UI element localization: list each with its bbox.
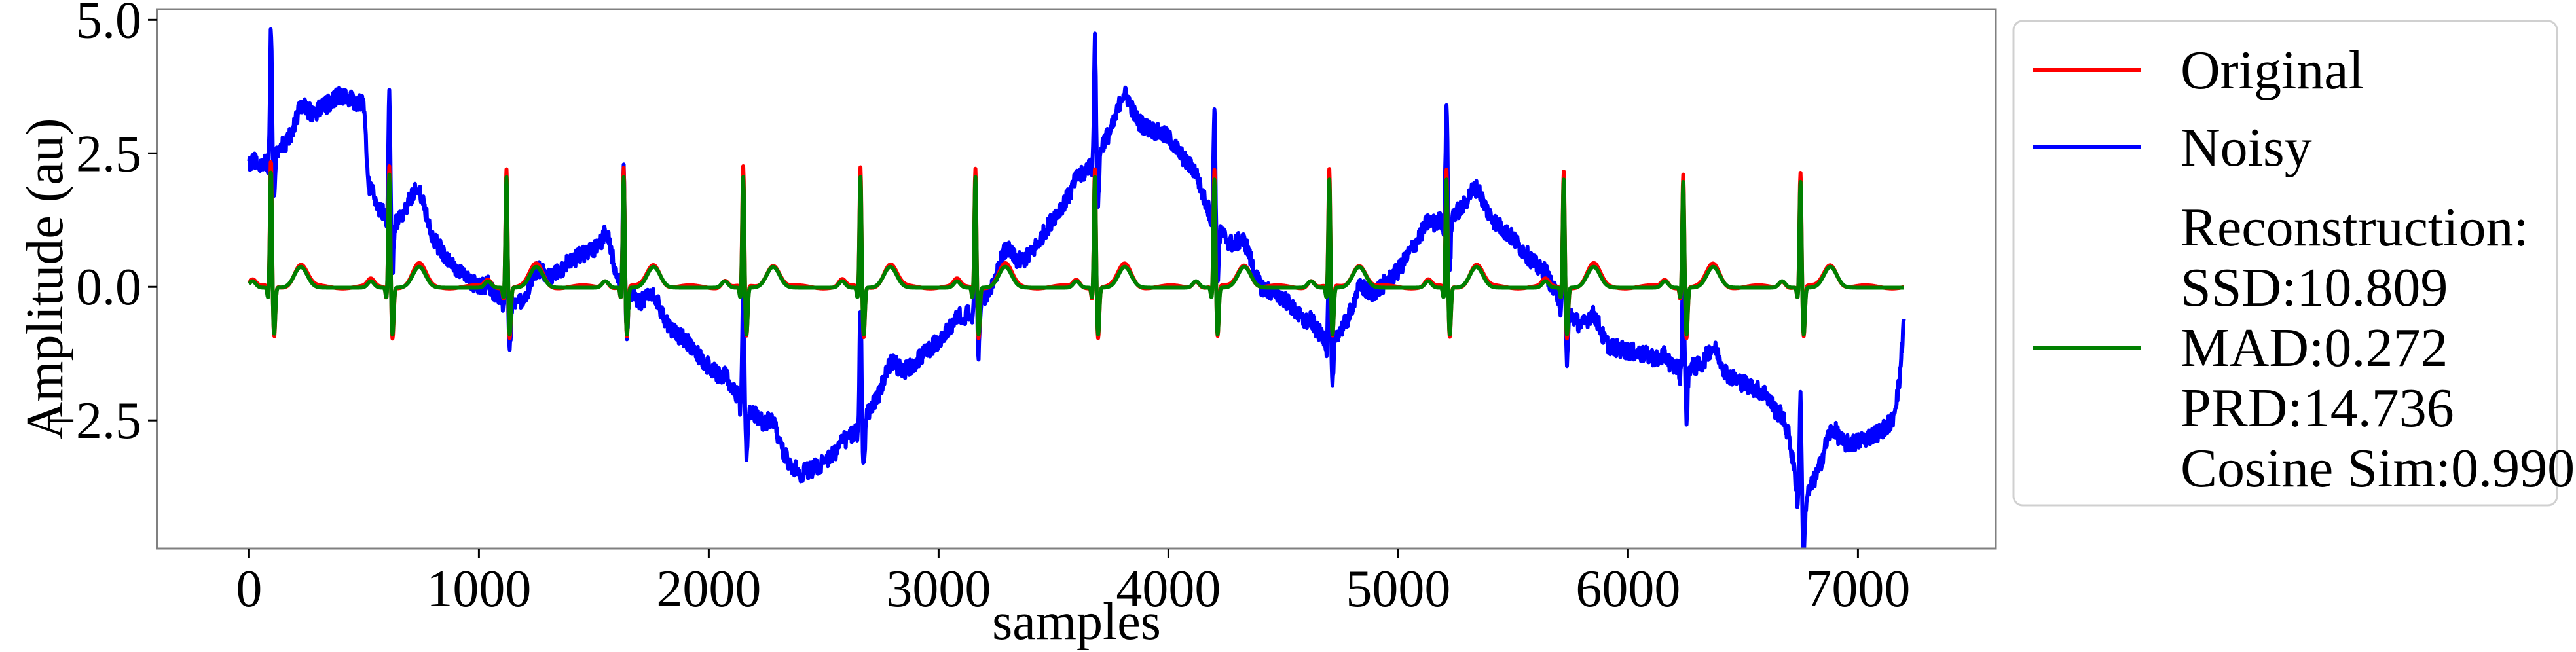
plot-frame	[156, 8, 1997, 550]
legend: Original Noisy Reconstruction: SSD:10.809 MA…	[2012, 20, 2575, 507]
legend-label-noisy: Noisy	[2180, 117, 2312, 178]
x-tick-label: 7000	[1805, 560, 1910, 618]
series-line-noisy	[247, 27, 1906, 549]
legend-label-reconstruction: Reconstruction: SSD:10.809 MAD:0.272 PRD:14…	[2180, 197, 2575, 499]
series-group	[247, 27, 1906, 549]
x-tick-label: 3000	[886, 560, 991, 618]
x-tick-label: 4000	[1116, 560, 1221, 618]
x-tick-label: 1000	[426, 560, 531, 618]
x-axis-title: samples	[992, 593, 1161, 651]
x-tick-label: 2000	[656, 560, 761, 618]
y-tick-label: 5.0	[76, 0, 141, 49]
series-line-reconstruction	[248, 170, 1905, 336]
x-tick-label: 5000	[1346, 560, 1450, 618]
axes-layer: 0 1000 2000 3000 4000 5000 6000 7000 5.0 2.5 0.0 −2…	[46, 0, 1911, 618]
x-tick-label: 6000	[1575, 560, 1680, 618]
legend-frame	[2012, 20, 2558, 507]
legend-label-original: Original	[2180, 40, 2364, 101]
y-tick-label: −2.5	[46, 392, 141, 450]
y-tick-label: 0.0	[76, 259, 141, 316]
plot-layer	[247, 27, 1906, 549]
x-tick-label: 0	[236, 560, 262, 618]
y-axis-title: Amplitude (au)	[16, 118, 74, 440]
y-tick-label: 2.5	[76, 125, 141, 183]
